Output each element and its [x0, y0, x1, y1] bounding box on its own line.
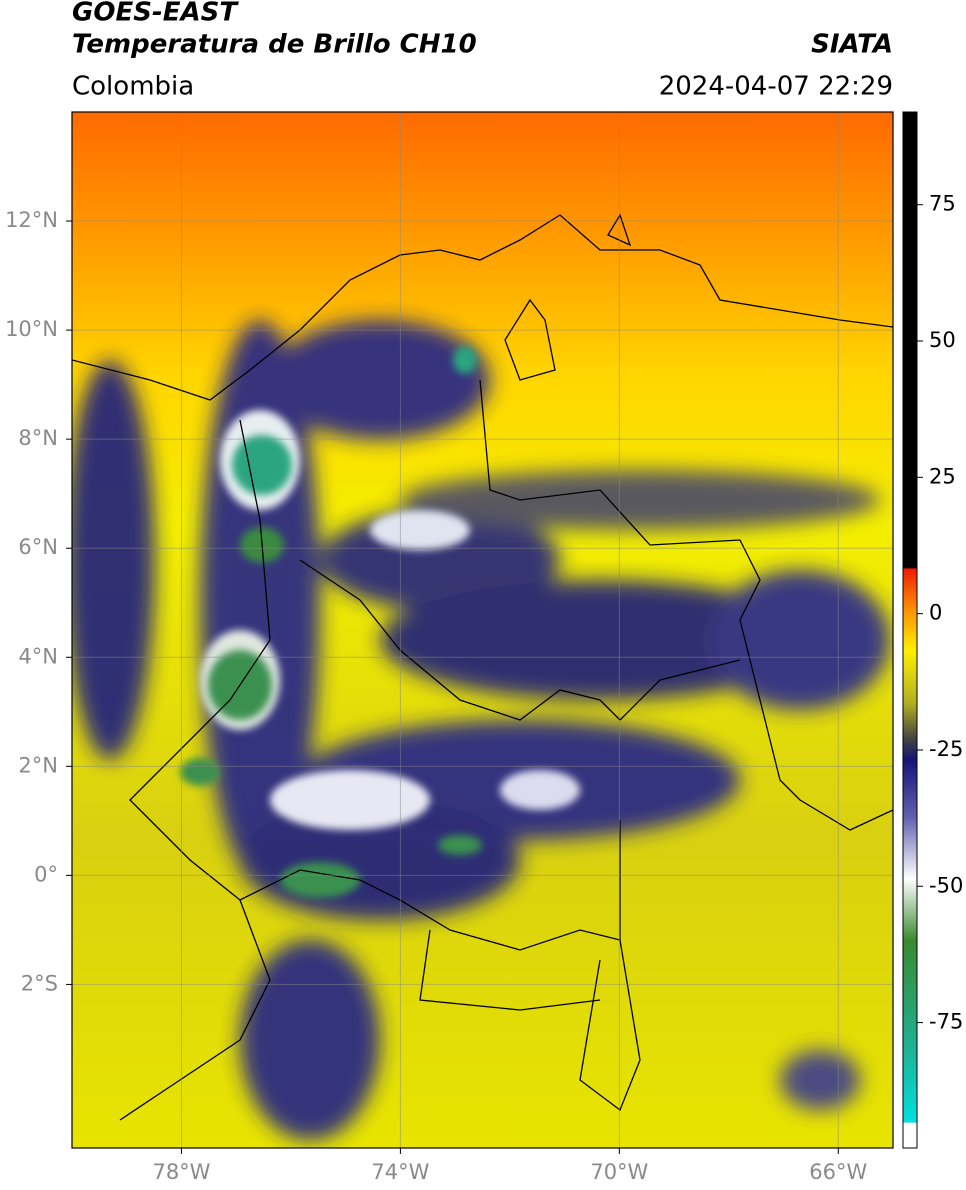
x-tick-label: 78°W — [152, 1160, 210, 1184]
colorbar-tick-label: 50 — [929, 328, 956, 352]
y-tick-label: 12°N — [5, 208, 58, 232]
region: Colombia — [72, 72, 194, 102]
y-tick-label: 4°N — [18, 644, 58, 668]
datetime: 2024-04-07 22:29 — [659, 72, 893, 102]
x-tick-label: 70°W — [590, 1160, 648, 1184]
x-tick-label: 66°W — [809, 1160, 867, 1184]
subtitle: Temperatura de Brillo CH10 — [72, 30, 477, 60]
colorbar — [902, 111, 918, 1149]
source: SIATA — [811, 30, 893, 60]
colorbar-tick-label: -50 — [929, 873, 963, 897]
y-tick-label: 0° — [34, 862, 58, 886]
satellite-image — [72, 112, 893, 1148]
y-tick-label: 10°N — [5, 317, 58, 341]
title: GOES-EAST — [72, 0, 239, 28]
y-tick-label: 2°N — [18, 753, 58, 777]
y-tick-label: 2°S — [21, 971, 58, 995]
colorbar-tick-label: 75 — [929, 192, 956, 216]
y-tick-label: 8°N — [18, 426, 58, 450]
colorbar-tick-label: 0 — [929, 601, 942, 625]
colorbar-tick-label: -25 — [929, 737, 963, 761]
colorbar-tick-label: -75 — [929, 1010, 963, 1034]
map-frame — [71, 111, 894, 1149]
y-tick-label: 6°N — [18, 535, 58, 559]
x-tick-label: 74°W — [371, 1160, 429, 1184]
colorbar-tick-label: 25 — [929, 464, 956, 488]
